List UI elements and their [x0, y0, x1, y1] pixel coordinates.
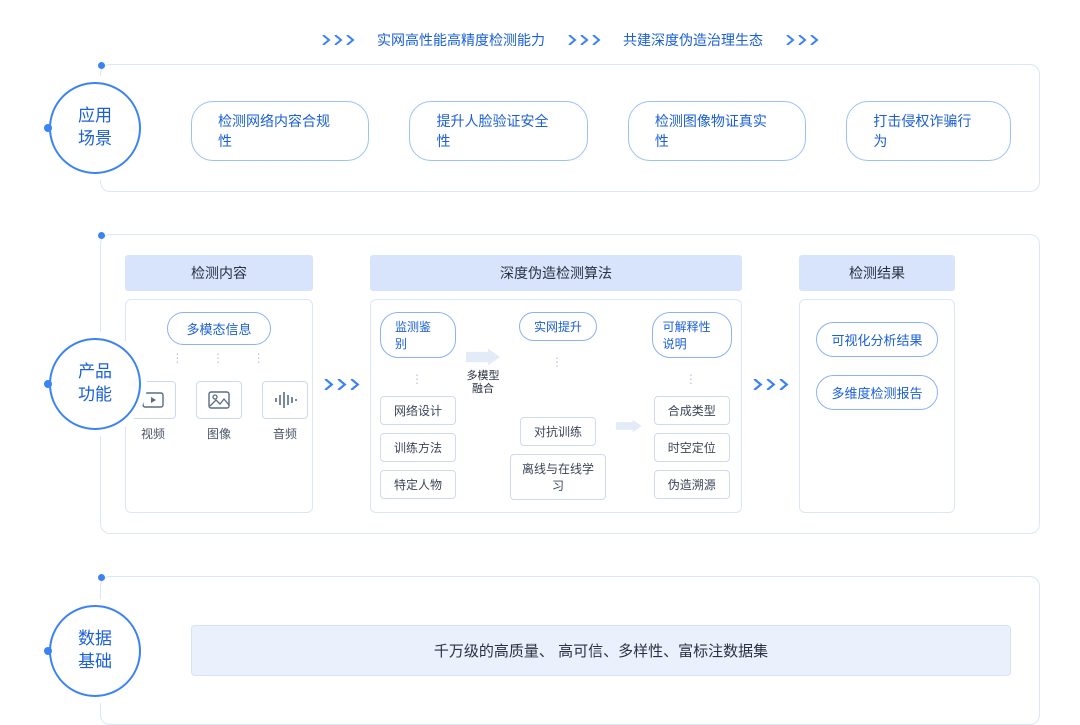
scenario-pill: 检测图像物证真实性	[628, 101, 806, 161]
image-icon	[196, 381, 242, 419]
product-flow: 检测内容 多模态信息 ⋮ ⋮ ⋮ 视频 图像 音频	[125, 255, 1019, 513]
algo-mid-label: 多模型 融合	[466, 370, 500, 396]
algo-item: 特定人物	[380, 470, 456, 499]
algo-item: 离线与在线学习	[510, 454, 606, 500]
col-algo: 深度伪造检测算法 监测鉴别 ⋮ 网络设计 训练方法 特定人物 多模型 融合	[370, 255, 742, 513]
chevron-icon	[567, 35, 601, 45]
section-title-product: 产品 功能	[49, 338, 141, 430]
flow-chevron-icon	[323, 255, 360, 513]
scenario-pill-row: 检测网络内容合规性 提升人脸验证安全性 检测图像物证真实性 打击侵权诈骗行为	[191, 101, 1011, 161]
media-audio: 音频	[258, 381, 312, 442]
corner-dot-icon	[98, 232, 105, 239]
data-foundation-bar: 千万级的高质量、 高可信、多样性、富标注数据集	[191, 625, 1011, 676]
vdots-icon: ⋮	[411, 372, 425, 386]
col-detect: 检测内容 多模态信息 ⋮ ⋮ ⋮ 视频 图像 音频	[125, 255, 313, 513]
vdots-icon: ⋮	[685, 372, 699, 386]
corner-dot-icon	[98, 574, 105, 581]
col-body-detect: 多模态信息 ⋮ ⋮ ⋮ 视频 图像 音频	[125, 299, 313, 513]
top-banner: 实网高性能高精度检测能力 共建深度伪造治理生态	[100, 30, 1040, 50]
algo-item: 伪造溯源	[654, 470, 730, 499]
col-head-algo: 深度伪造检测算法	[370, 255, 742, 291]
corner-dot-icon	[98, 62, 105, 69]
algo-col-1: 监测鉴别 ⋮ 网络设计 训练方法 特定人物	[380, 312, 456, 499]
vdots-icon: ⋮ ⋮ ⋮	[171, 351, 266, 365]
media-image: 图像	[192, 381, 246, 442]
vdots-icon: ⋮	[551, 355, 565, 369]
scenario-pill: 打击侵权诈骗行为	[846, 101, 1011, 161]
banner-text-right: 共建深度伪造治理生态	[623, 30, 763, 50]
chevron-icon	[785, 35, 819, 45]
col-head-result: 检测结果	[799, 255, 955, 291]
audio-icon	[262, 381, 308, 419]
algo-item: 网络设计	[380, 396, 456, 425]
section-title-scenario: 应用 场景	[49, 82, 141, 174]
flow-chevron-icon	[752, 255, 789, 513]
multimodal-pill: 多模态信息	[167, 312, 270, 345]
algo-item: 对抗训练	[520, 417, 596, 446]
algo-subhead: 可解释性说明	[652, 312, 732, 358]
chevron-icon	[321, 35, 355, 45]
section-product: 产品 功能 检测内容 多模态信息 ⋮ ⋮ ⋮ 视频 图像	[100, 234, 1040, 534]
algo-item: 合成类型	[654, 396, 730, 425]
scenario-pill: 提升人脸验证安全性	[409, 101, 587, 161]
algo-subhead: 实网提升	[519, 312, 597, 341]
section-data: 数据 基础 千万级的高质量、 高可信、多样性、富标注数据集	[100, 576, 1040, 725]
col-body-result: 可视化分析结果 多维度检测报告	[799, 299, 955, 513]
algo-subhead: 监测鉴别	[380, 312, 456, 358]
banner-text-left: 实网高性能高精度检测能力	[377, 30, 545, 50]
col-head-detect: 检测内容	[125, 255, 313, 291]
algo-col-3: 可解释性说明 ⋮ 合成类型 时空定位 伪造溯源	[652, 312, 732, 499]
flow-arrow-icon	[466, 348, 500, 366]
algo-item: 训练方法	[380, 433, 456, 462]
algo-col-2: 实网提升 ⋮ 对抗训练 离线与在线学习	[510, 312, 606, 500]
algo-body: 监测鉴别 ⋮ 网络设计 训练方法 特定人物 多模型 融合 实网提升 ⋮	[380, 312, 732, 500]
result-item: 可视化分析结果	[816, 322, 937, 357]
scenario-pill: 检测网络内容合规性	[191, 101, 369, 161]
algo-item: 时空定位	[654, 433, 730, 462]
result-item: 多维度检测报告	[816, 375, 937, 410]
section-title-data: 数据 基础	[49, 605, 141, 697]
col-result: 检测结果 可视化分析结果 多维度检测报告	[799, 255, 955, 513]
flow-arrow-icon	[616, 417, 642, 435]
section-scenario: 应用 场景 检测网络内容合规性 提升人脸验证安全性 检测图像物证真实性 打击侵权…	[100, 64, 1040, 192]
